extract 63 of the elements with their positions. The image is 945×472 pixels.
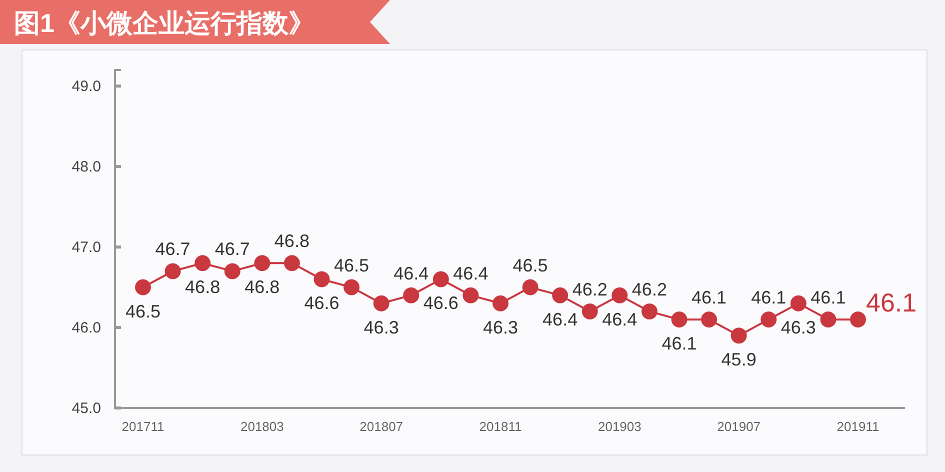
point (820, 312, 836, 328)
point (403, 287, 420, 304)
data-label: 46.1 (692, 287, 727, 308)
data-label: 46.2 (572, 279, 608, 300)
data-label: 46.7 (155, 239, 190, 260)
point (135, 279, 151, 296)
x-tick-label: 201911 (836, 419, 880, 434)
data-label: 46.1 (810, 287, 846, 308)
x-tick-label: 201907 (717, 419, 761, 434)
x-tick-label: 201803 (240, 419, 284, 434)
x-tick-label: 201903 (598, 419, 642, 434)
data-label: 46.8 (274, 231, 310, 252)
point (671, 312, 688, 328)
data-label: 46.4 (542, 309, 578, 330)
y-tick-label: 47.0 (72, 238, 101, 256)
chart-title: 图1《小微企业运行指数》 (14, 8, 314, 38)
point (194, 255, 211, 272)
data-label: 46.3 (364, 317, 399, 338)
point (641, 303, 658, 320)
x-tick-label: 201811 (479, 419, 522, 434)
point (492, 295, 508, 312)
point (612, 287, 628, 304)
point (224, 263, 240, 280)
data-label: 46.5 (334, 255, 370, 276)
data-label: 46.1 (662, 333, 697, 354)
point (164, 263, 181, 280)
data-label: 46.1 (751, 287, 786, 308)
y-tick-label: 49.0 (72, 78, 101, 95)
data-label: 46.6 (304, 293, 340, 314)
point (552, 287, 568, 304)
point (284, 255, 300, 272)
y-tick-label: 45.0 (72, 400, 101, 417)
data-label: 46.2 (632, 279, 667, 300)
data-label: 46.4 (394, 263, 429, 284)
point (373, 295, 390, 312)
point (760, 312, 777, 328)
data-label: 46.1 (866, 287, 917, 318)
data-label: 46.8 (185, 277, 220, 298)
point (314, 271, 330, 288)
point (582, 303, 598, 320)
point (730, 328, 747, 344)
data-label: 46.6 (423, 293, 458, 314)
point (462, 287, 479, 304)
x-tick-label: 201807 (360, 419, 404, 434)
data-label: 46.5 (512, 255, 548, 276)
y-tick-label: 48.0 (72, 158, 101, 176)
point (344, 279, 360, 296)
data-label: 46.4 (602, 309, 638, 330)
point (432, 271, 449, 288)
point (254, 255, 270, 272)
data-label: 46.5 (125, 301, 161, 322)
data-label: 46.3 (780, 317, 816, 338)
y-tick-label: 46.0 (72, 319, 101, 336)
point (850, 312, 866, 328)
point (701, 312, 718, 328)
data-label: 46.8 (244, 277, 280, 298)
point (790, 295, 806, 312)
data-label: 46.7 (214, 239, 250, 260)
data-label: 46.3 (482, 317, 518, 338)
data-label: 45.9 (721, 350, 756, 370)
point (522, 279, 538, 296)
x-tick-label: 201711 (122, 419, 164, 434)
data-label: 46.4 (453, 263, 488, 284)
